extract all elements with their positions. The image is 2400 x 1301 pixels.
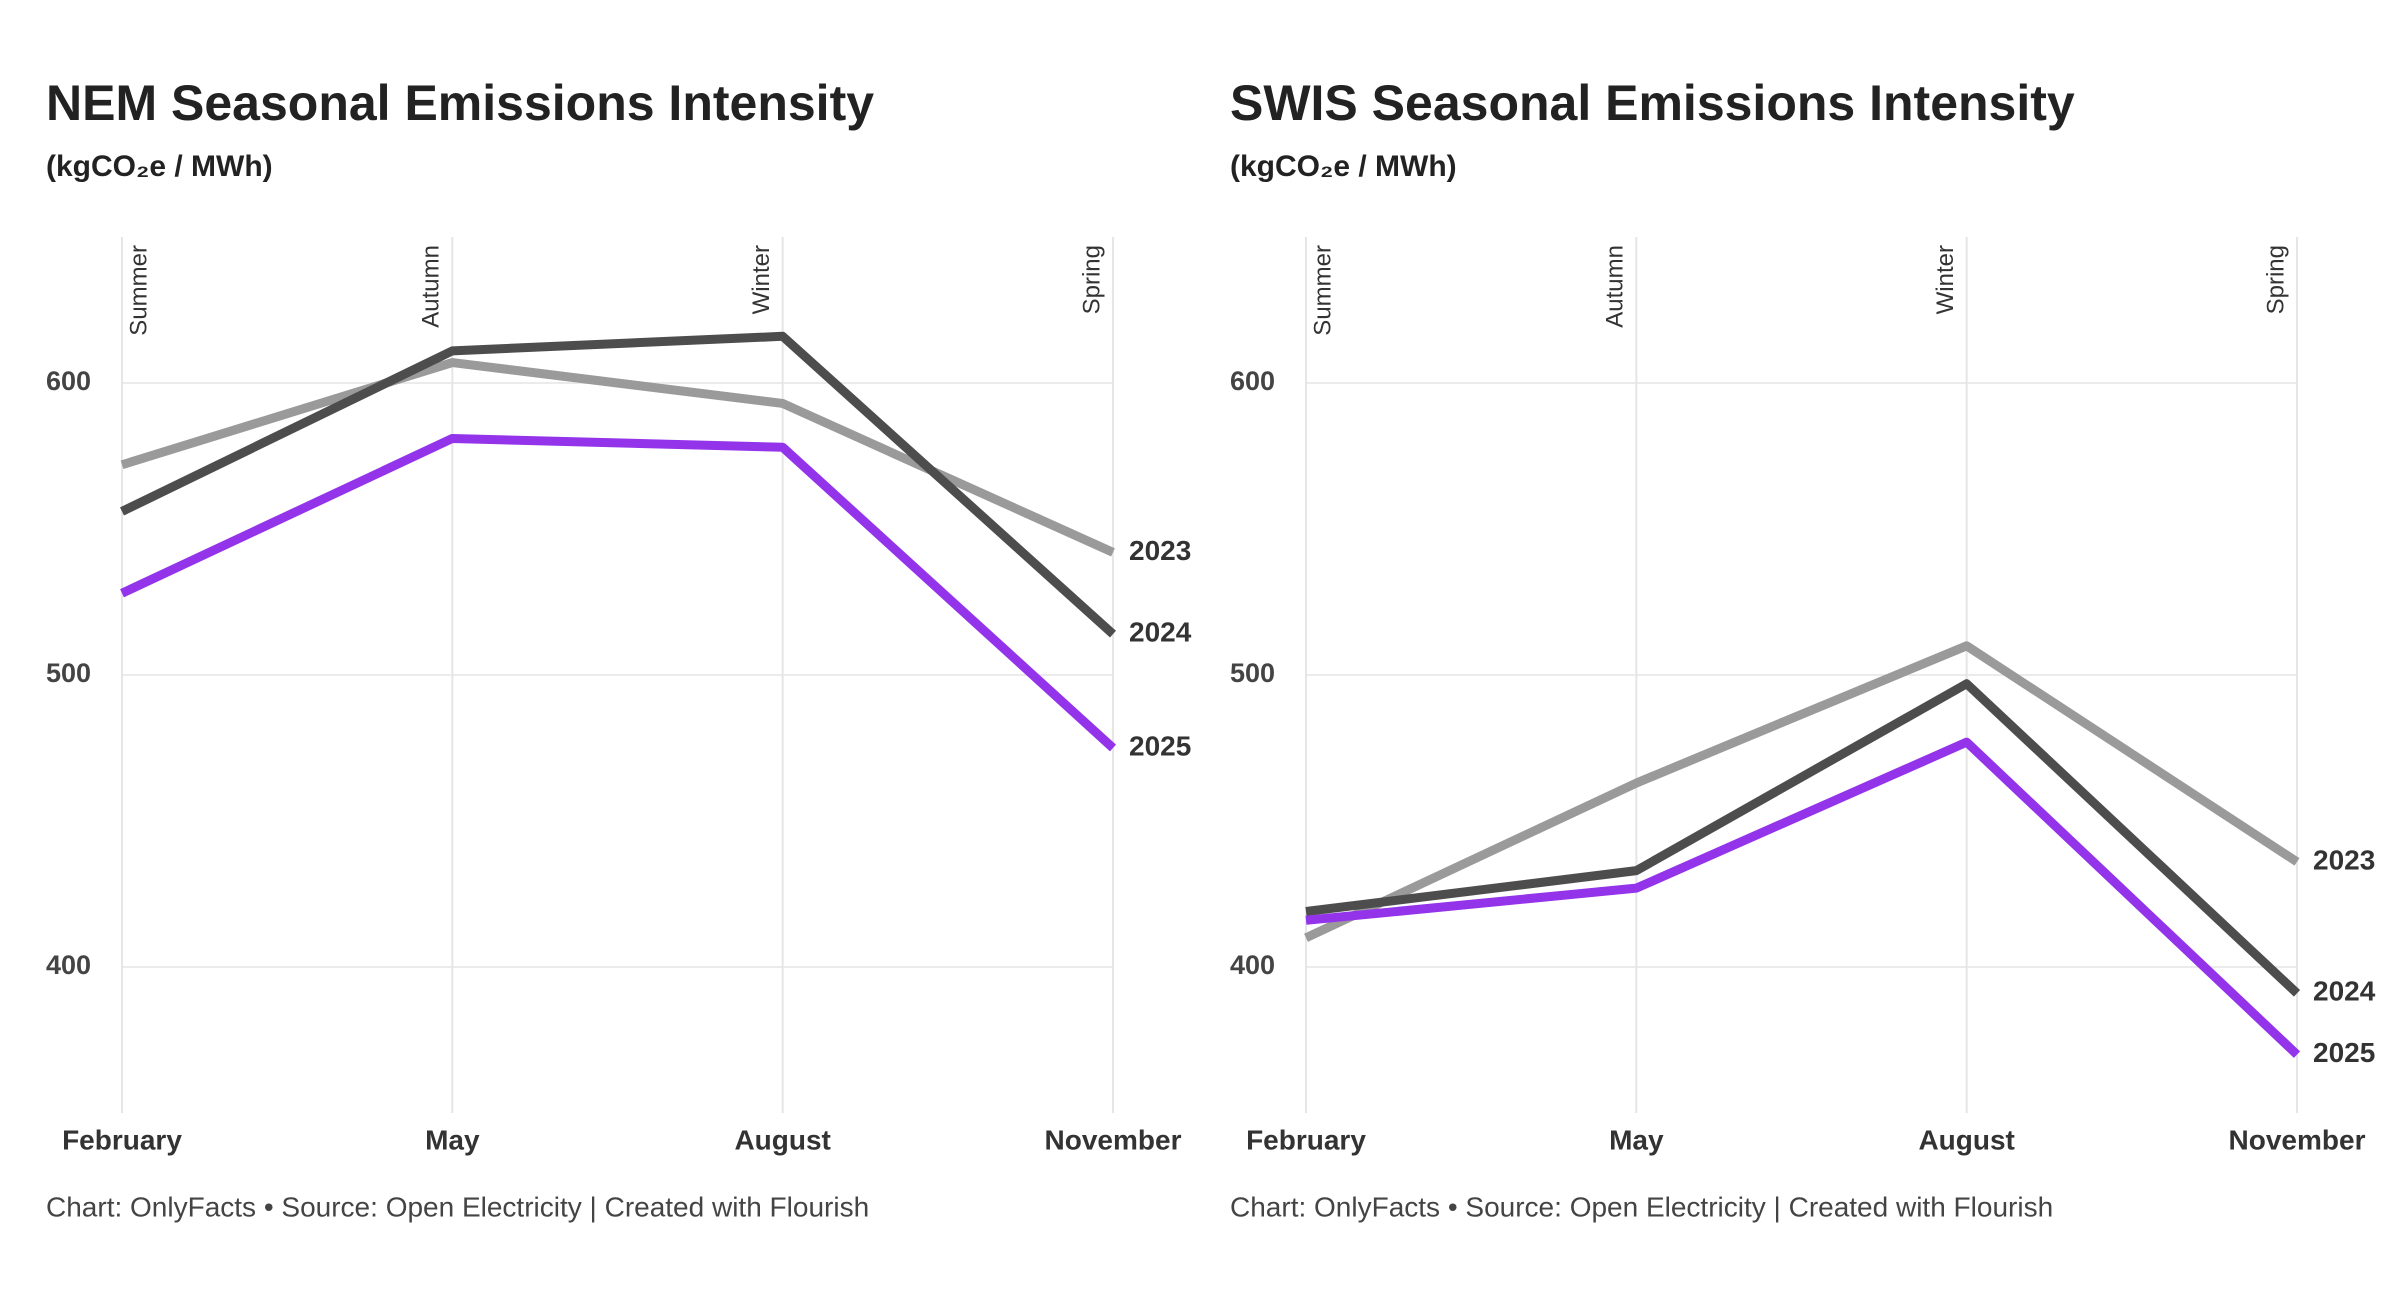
y-tick-label: 600 — [1230, 366, 1275, 396]
x-tick-label: November — [1045, 1124, 1182, 1155]
line — [120, 358, 1115, 557]
season-label: Spring — [1078, 245, 1105, 314]
x-tick-label: August — [1918, 1124, 2014, 1155]
season-label: Autumn — [418, 245, 445, 328]
series-end-label: 2025 — [1129, 730, 1191, 761]
x-tick-label: February — [62, 1124, 182, 1155]
series-end-label: 2024 — [1129, 617, 1192, 648]
chart: NEM Seasonal Emissions Intensity (kgCO₂e … — [46, 75, 1192, 1222]
series-end-label: 2024 — [2313, 976, 2376, 1007]
chart: SWIS Seasonal Emissions Intensity (kgCO₂e… — [1230, 75, 2376, 1222]
y-tick-label: 400 — [46, 950, 91, 980]
y-tick-label: 600 — [46, 366, 91, 396]
season-label: Autumn — [1602, 245, 1629, 328]
series-end-label: 2025 — [2313, 1037, 2375, 1068]
y-tick-label: 500 — [46, 658, 91, 688]
series-end-label: 2023 — [1129, 535, 1191, 566]
chart-title: NEM Seasonal Emissions Intensity — [46, 75, 874, 131]
line — [120, 331, 1117, 638]
source-note: Chart: OnlyFacts • Source: Open Electric… — [1230, 1191, 2053, 1222]
season-label: Winter — [1932, 245, 1959, 314]
x-tick-label: November — [2229, 1124, 2366, 1155]
chart-subtitle: (kgCO₂e / MWh) — [1230, 150, 1457, 183]
chart-title: SWIS Seasonal Emissions Intensity — [1230, 75, 2075, 131]
season-label: Winter — [748, 245, 775, 314]
line — [1305, 679, 2301, 997]
x-tick-label: May — [1609, 1124, 1664, 1155]
y-tick-label: 500 — [1230, 658, 1275, 688]
season-label: Summer — [125, 245, 152, 336]
line — [120, 433, 1117, 752]
season-label: Summer — [1309, 245, 1336, 336]
season-label: Spring — [2262, 245, 2289, 314]
source-note: Chart: OnlyFacts • Source: Open Electric… — [46, 1191, 869, 1222]
line — [1304, 641, 2300, 942]
line — [1305, 737, 2301, 1058]
x-tick-label: February — [1246, 1124, 1366, 1155]
y-tick-label: 400 — [1230, 950, 1275, 980]
chart-subtitle: (kgCO₂e / MWh) — [46, 150, 273, 183]
series-end-label: 2023 — [2313, 844, 2375, 875]
x-tick-label: August — [734, 1124, 830, 1155]
x-tick-label: May — [425, 1124, 480, 1155]
